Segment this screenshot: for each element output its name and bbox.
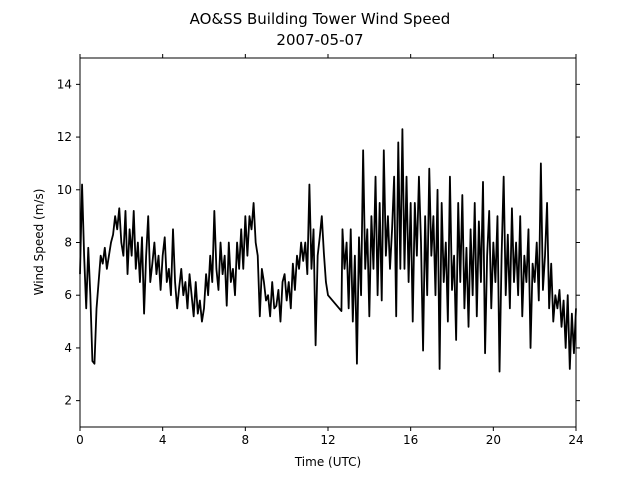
x-axis-label: Time (UTC) [294,455,361,469]
plot-frame [79,57,577,428]
y-tick-label: 10 [57,183,72,197]
y-tick-label: 12 [57,130,72,144]
y-axis-label: Wind Speed (m/s) [32,189,46,296]
x-tick-label: 4 [159,433,167,447]
y-tick-label: 2 [64,394,72,408]
x-tick-label: 24 [568,433,583,447]
chart-title: AO&SS Building Tower Wind Speed [190,10,451,28]
y-tick-label: 6 [64,288,72,302]
y-tick-label: 8 [64,236,72,250]
x-tick-label: 8 [242,433,250,447]
x-tick-label: 20 [486,433,501,447]
chart-subtitle: 2007-05-07 [276,31,363,49]
x-tick-label: 16 [403,433,418,447]
y-tick-label: 4 [64,341,72,355]
data-line [79,128,577,373]
x-tick-label: 0 [76,433,84,447]
y-tick-label: 14 [57,77,72,91]
x-tick-label: 12 [320,433,335,447]
